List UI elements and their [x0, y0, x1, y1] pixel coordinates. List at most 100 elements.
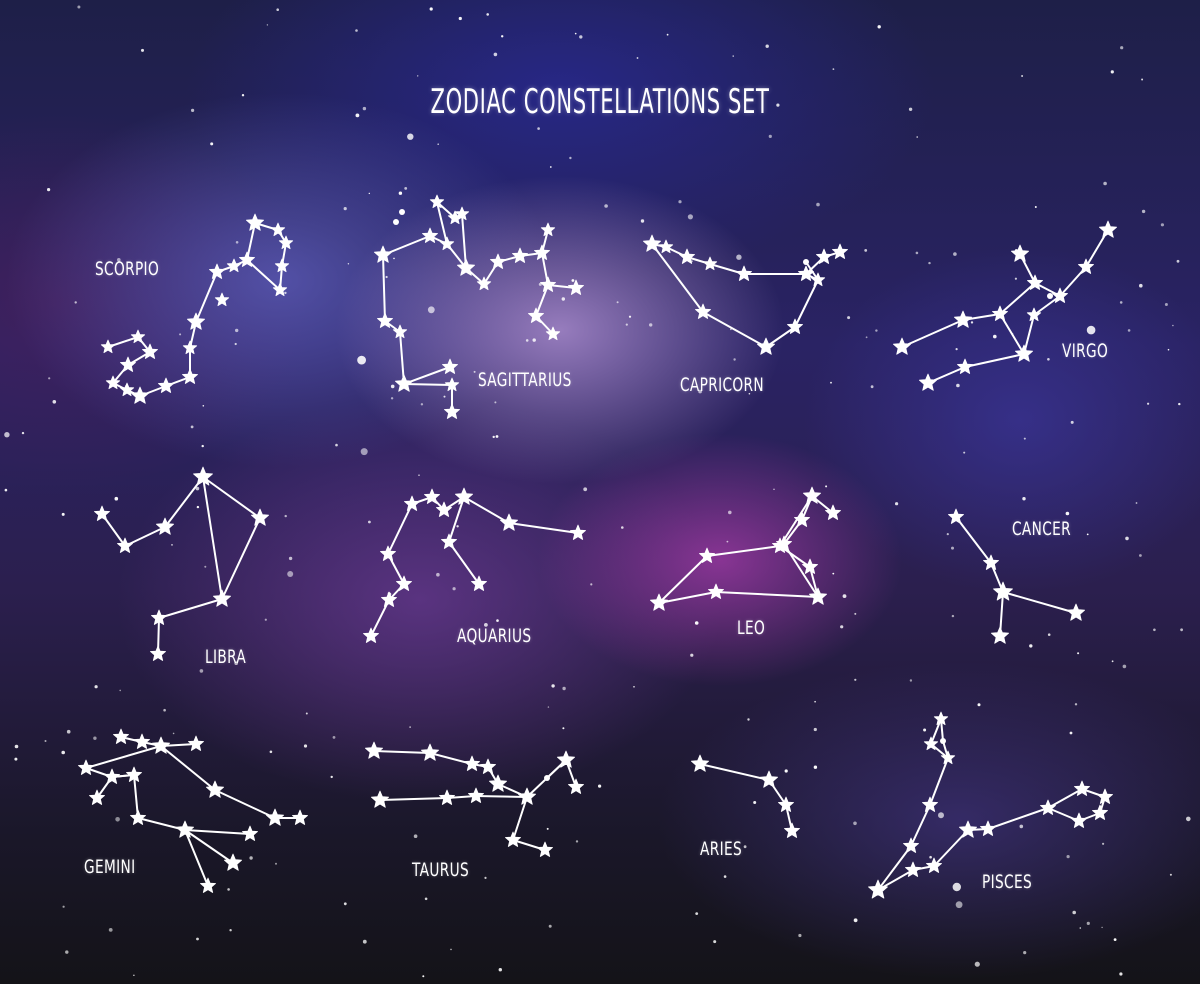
virgo-star-icon: [1011, 244, 1029, 262]
pisces-star-icon: [933, 711, 949, 726]
virgo-star-icon: [1052, 287, 1068, 303]
background-star: [598, 784, 602, 788]
background-star: [288, 556, 293, 561]
sagittarius-star-icon: [393, 219, 399, 225]
sagittarius-star-icon: [476, 276, 492, 291]
background-star: [1147, 402, 1150, 405]
aquarius-star-icon: [455, 487, 473, 505]
background-star: [938, 812, 944, 819]
background-star: [977, 703, 981, 707]
taurus-star-icon: [568, 778, 584, 794]
virgo-star-icon: [1015, 344, 1033, 362]
pisces-star-icon: [868, 879, 888, 899]
taurus-star-icon: [464, 755, 480, 771]
background-star: [179, 333, 182, 336]
pisces-star-icon: [1092, 804, 1108, 820]
taurus-star-icon: [371, 790, 389, 808]
constellation-scorpio: [100, 213, 294, 404]
background-star: [854, 678, 857, 681]
background-star: [196, 937, 199, 941]
background-star: [368, 520, 371, 524]
background-star: [816, 202, 820, 207]
capricorn-star-icon: [798, 265, 814, 281]
background-star: [343, 902, 347, 906]
capricorn-star-icon: [803, 259, 809, 265]
capricorn-star-icon: [643, 234, 661, 252]
background-star: [417, 75, 419, 77]
background-star: [398, 191, 403, 195]
background-star: [1029, 644, 1033, 648]
gemini-line: [184, 829, 234, 864]
background-star: [955, 348, 958, 351]
pisces-star-icon: [959, 820, 977, 838]
aries-star-icon: [760, 770, 778, 788]
background-star: [908, 107, 913, 112]
virgo-star-icon: [1099, 220, 1117, 238]
background-star: [1019, 824, 1024, 829]
constellation-sagittarius: [374, 194, 584, 419]
gemini-line: [160, 745, 301, 819]
background-star: [117, 258, 121, 262]
background-star: [393, 257, 395, 260]
background-star: [450, 948, 452, 951]
background-star: [452, 587, 456, 591]
background-star: [390, 397, 394, 400]
background-star: [733, 358, 736, 361]
background-star: [1110, 70, 1114, 74]
background-star: [571, 279, 575, 282]
label-leo: LEO: [737, 617, 766, 639]
pisces-star-icon: [1097, 788, 1113, 804]
background-star: [249, 856, 253, 860]
background-star: [436, 572, 440, 577]
gemini-star-icon: [104, 768, 120, 784]
constellation-taurus: [365, 741, 584, 857]
constellation-pisces: [868, 711, 1113, 899]
background-star: [853, 918, 858, 923]
background-star: [1176, 259, 1180, 263]
background-star: [204, 565, 207, 568]
virgo-star-icon: [1047, 293, 1053, 299]
taurus-star-icon: [557, 750, 575, 768]
background-star: [813, 727, 817, 732]
background-star: [195, 486, 200, 491]
background-star: [825, 485, 828, 488]
background-star: [133, 974, 135, 976]
virgo-line: [901, 253, 1036, 348]
aquarius-star-icon: [441, 533, 457, 549]
sagittarius-star-icon: [377, 312, 393, 328]
background-star: [21, 431, 25, 435]
capricorn-star-icon: [736, 265, 752, 281]
sagittarius-star-icon: [429, 194, 445, 209]
label-sagittarius: SAGITTARIUS: [478, 369, 572, 391]
constellation-leo: [650, 486, 841, 611]
scorpio-star-icon: [158, 377, 174, 393]
pisces-star-icon: [980, 820, 996, 836]
background-star: [362, 106, 367, 111]
background-star: [853, 821, 857, 826]
scorpio-star-icon: [209, 263, 225, 279]
taurus-star-icon: [489, 774, 507, 792]
background-star: [1086, 533, 1089, 536]
gemini-star-icon: [292, 809, 308, 825]
gemini-star-icon: [188, 735, 204, 751]
background-star: [473, 370, 476, 373]
background-star: [723, 875, 727, 878]
pisces-star-icon: [940, 750, 956, 765]
background-star: [1180, 628, 1183, 632]
background-star: [728, 510, 732, 515]
background-star: [385, 275, 388, 279]
gemini-star-icon: [200, 877, 216, 893]
background-star: [678, 200, 682, 204]
background-star: [579, 35, 583, 39]
capricorn-star-icon: [810, 272, 826, 287]
leo-star-icon: [699, 547, 715, 563]
background-star: [493, 52, 498, 57]
background-star: [575, 840, 579, 843]
background-star: [486, 13, 490, 16]
libra-star-icon: [150, 645, 166, 661]
background-star: [332, 736, 336, 739]
taurus-star-icon: [439, 789, 455, 805]
background-star: [61, 512, 65, 516]
background-star: [202, 405, 205, 407]
aries-star-icon: [691, 754, 709, 772]
